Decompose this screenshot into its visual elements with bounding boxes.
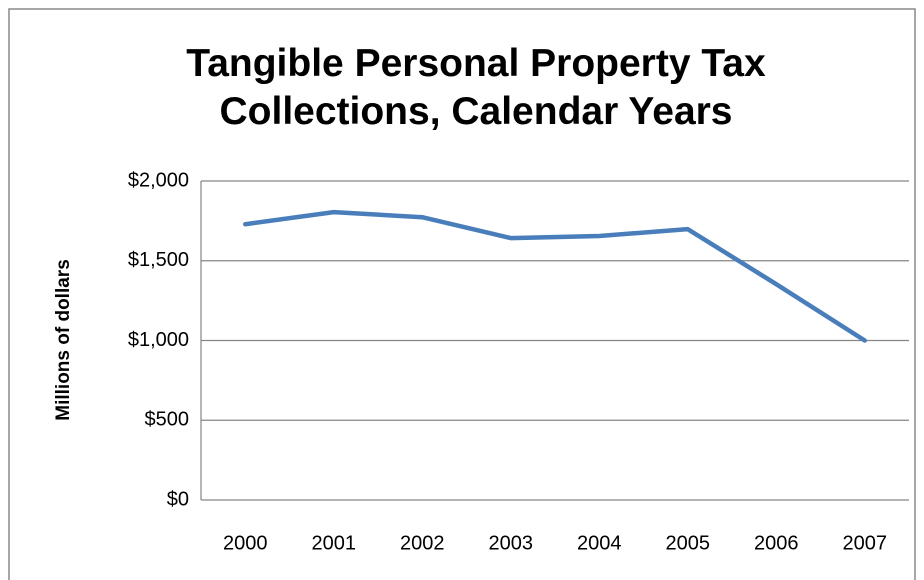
x-tick-label: 2003	[489, 532, 534, 554]
x-tick-label: 2007	[843, 532, 888, 554]
y-tick-label: $1,000	[128, 329, 189, 351]
y-tick-label: $2,000	[128, 169, 189, 191]
y-axis-label: Millions of dollars	[53, 259, 74, 421]
x-tick-label: 2002	[400, 532, 445, 554]
x-tick-label: 2006	[754, 532, 799, 554]
y-tick-label: $0	[167, 488, 189, 510]
data-line	[243, 209, 867, 343]
y-tick-label: $500	[145, 409, 190, 431]
x-tick-label: 2005	[666, 532, 711, 554]
chart-title: Tangible Personal Property Tax Collectio…	[186, 42, 766, 133]
x-tick-label: 2000	[223, 532, 268, 554]
x-tick-label: 2001	[312, 532, 357, 554]
chart-frame	[8, 8, 916, 580]
x-tick-label: 2004	[577, 532, 622, 554]
y-tick-label: $1,500	[128, 249, 189, 271]
